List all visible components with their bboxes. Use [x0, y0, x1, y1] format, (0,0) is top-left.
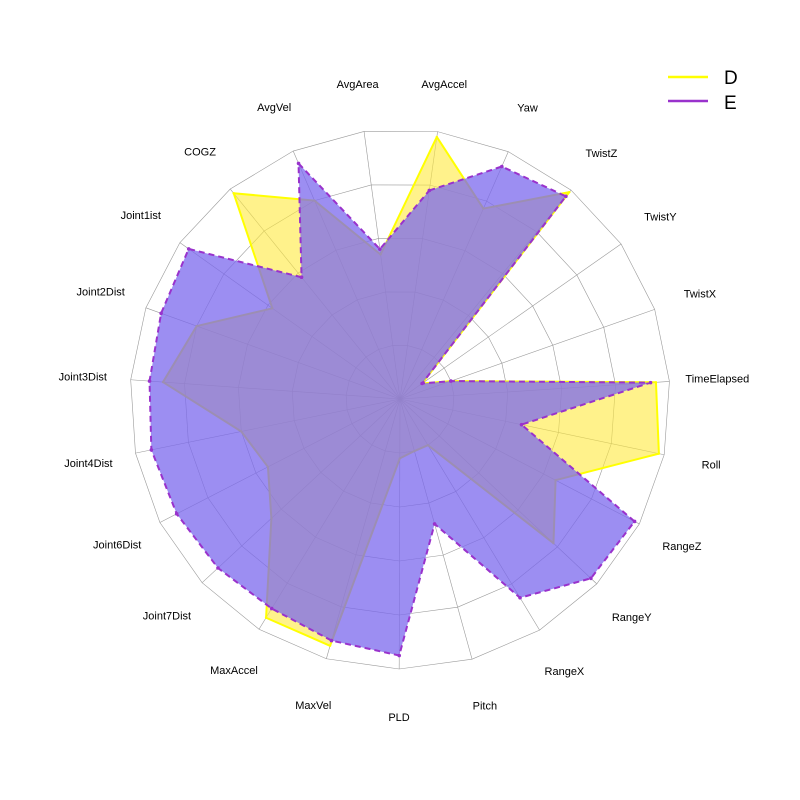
axis-label-joint3dist: Joint3Dist [59, 371, 107, 383]
axis-label-joint2dist: Joint2Dist [77, 287, 125, 299]
series-d-point-avgaccel [436, 136, 438, 138]
axis-label-yaw: Yaw [517, 103, 538, 115]
series-e-point-joint7dist [216, 566, 220, 570]
series-d-point-roll [658, 452, 660, 454]
series-e-point-twisty [420, 382, 424, 386]
axis-label-rangey: RangeY [612, 612, 652, 624]
axis-label-joint1ist: Joint1ist [121, 210, 161, 222]
axis-label-twisty: TwistY [644, 211, 677, 223]
axis-label-avgvel: AvgVel [257, 102, 291, 114]
axis-label-cogz: COGZ [184, 147, 216, 159]
axis-label-avgaccel: AvgAccel [421, 79, 467, 91]
axis-label-maxvel: MaxVel [295, 700, 331, 712]
series-e-point-pld [397, 654, 401, 658]
series-d-point-timeelapsed [655, 381, 657, 383]
series-d-point-maxvel [329, 645, 331, 647]
legend-label-e: E [724, 93, 737, 114]
legend-label-d: D [724, 68, 738, 89]
series-e-point-twistx [449, 379, 453, 383]
axis-label-joint7dist: Joint7Dist [143, 610, 191, 622]
legend: D E [668, 68, 738, 114]
axis-label-rangex: RangeX [545, 666, 585, 678]
series-e-point-maxaccel [270, 607, 274, 611]
axis-label-avgarea: AvgArea [337, 79, 380, 91]
axis-label-joint4dist: Joint4Dist [64, 458, 112, 470]
series-e-point-rangez [633, 520, 637, 524]
axis-label-timeelapsed: TimeElapsed [685, 373, 749, 385]
series-d-point-cogz [232, 192, 234, 194]
series-e-point-avgaccel [428, 189, 432, 193]
series-e-point-joint1ist [187, 247, 191, 251]
axis-label-joint6dist: Joint6Dist [93, 539, 141, 551]
axis-label-rangez: RangeZ [662, 541, 701, 553]
radar-series [148, 136, 660, 658]
series-e-point-cogz [300, 275, 304, 279]
series-e-point-yaw [500, 165, 504, 169]
series-e-point-pitch [433, 522, 437, 526]
axis-label-pitch: Pitch [473, 700, 497, 712]
series-e-point-maxvel [330, 639, 334, 643]
series-e-point-joint4dist [150, 448, 154, 452]
series-e-point-joint3dist [148, 379, 152, 383]
axis-label-roll: Roll [702, 460, 721, 472]
series-e-point-rangey [589, 577, 593, 581]
axis-label-twistx: TwistX [684, 288, 717, 300]
series-e-point-timeelapsed [649, 381, 653, 385]
axis-label-twistz: TwistZ [586, 148, 618, 160]
series-d-point-maxaccel [265, 617, 267, 619]
axis-label-maxaccel: MaxAccel [210, 665, 258, 677]
series-e-point-twistz [564, 195, 568, 199]
series-e-point-rangex [518, 596, 522, 600]
series-d-point-twistz [568, 191, 570, 193]
series-e-point-avgarea [378, 247, 382, 251]
series-e-point-roll [520, 423, 524, 427]
series-e-point-joint6dist [175, 512, 179, 516]
axis-label-pld: PLD [388, 712, 409, 724]
series-e-point-avgvel [297, 162, 301, 166]
series-e-point-joint2dist [159, 311, 163, 315]
